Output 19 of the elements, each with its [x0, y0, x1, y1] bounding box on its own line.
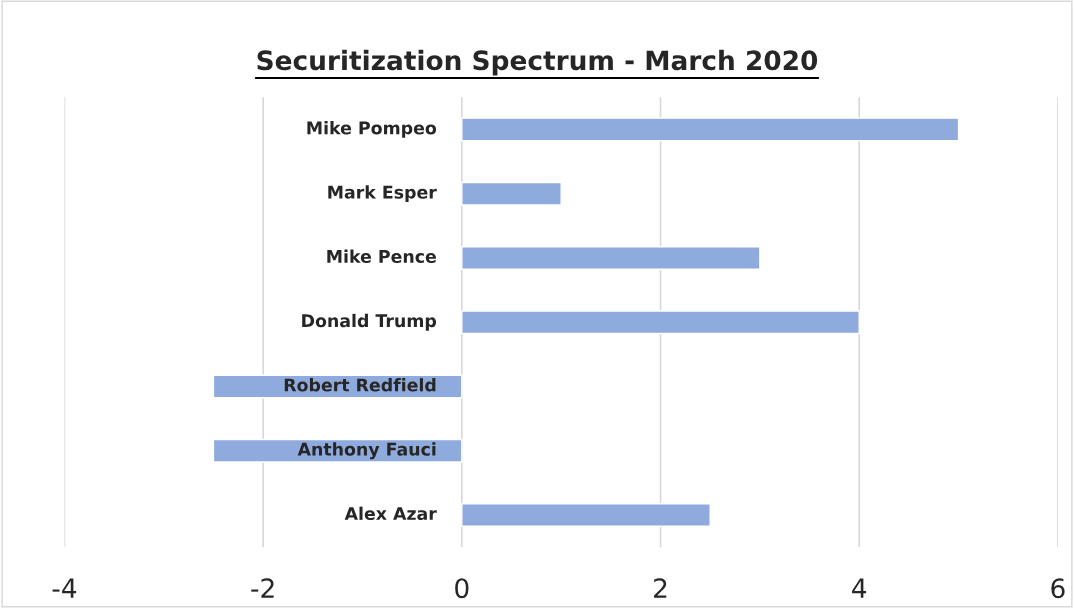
- y-tick-label: Mark Esper: [328, 185, 437, 203]
- y-tick-label: Mike Pence: [327, 249, 436, 263]
- chart-title: Securitization Spectrum - March 2020: [257, 49, 818, 76]
- y-tick-label: Donald Trump: [302, 313, 437, 331]
- x-tick-label: -2: [251, 578, 274, 598]
- x-tick-label: 0: [455, 578, 469, 599]
- y-tick-label: Anthony Fauci: [297, 442, 436, 460]
- x-tick-label: 4: [852, 578, 867, 598]
- y-tick-label: Robert Redfield: [284, 378, 436, 392]
- bar: [461, 503, 711, 528]
- x-tick-label: 2: [654, 578, 667, 598]
- y-tick-label: Alex Azar: [344, 506, 437, 521]
- x-tick-label: -4: [52, 578, 77, 598]
- bar: [461, 310, 860, 335]
- bar: [461, 117, 960, 142]
- bar: [461, 181, 562, 206]
- bar: [461, 246, 761, 270]
- y-tick-label: Mike Pompeo: [307, 121, 437, 138]
- x-tick-label: 6: [1051, 578, 1065, 599]
